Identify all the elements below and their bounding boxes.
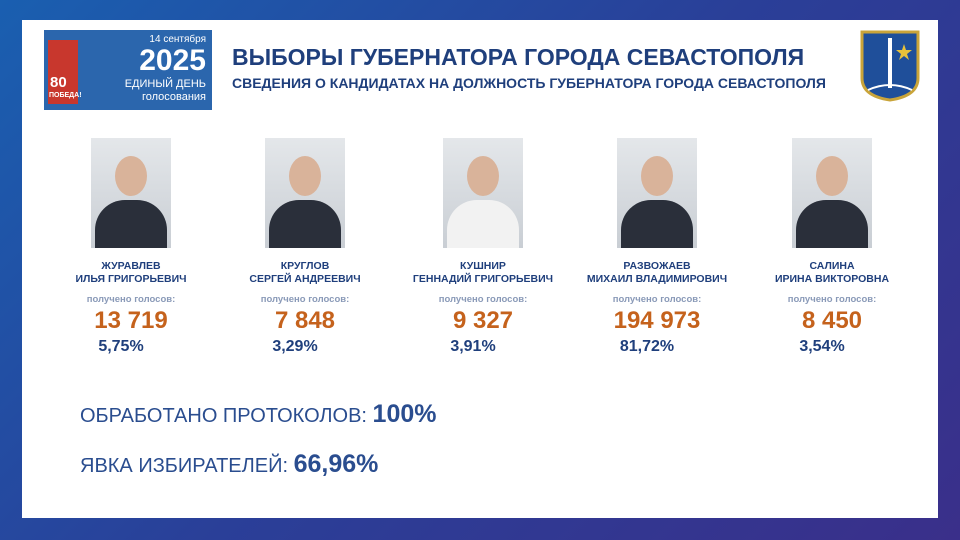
logo-line: ЕДИНЫЙ ДЕНЬ [124,78,206,90]
candidate-surname: КУШНИР [460,260,506,272]
votes-label: получено голосов: [612,294,702,305]
candidate-name: СЕРГЕЙ АНДРЕЕВИЧ [249,273,361,285]
photo-body [95,200,167,248]
percent: 81,72% [619,338,675,355]
summary-label: ОБРАБОТАНО ПРОТОКОЛОВ: [80,405,367,427]
votes: 8 450 [801,307,863,334]
candidate: САЛИНА ИРИНА ВИКТОРОВНА получено голосов: 8… [747,138,917,368]
votes: 194 973 [613,307,701,334]
candidate-photo [617,138,697,248]
summary-value: 66,96% [293,450,379,478]
votes-label: получено голосов: [438,294,528,305]
candidate-surname: КРУГЛОВ [280,260,330,272]
badge [48,40,78,104]
badge-number: 80 [50,74,67,91]
candidate-photo [792,138,872,248]
candidate-photo [91,138,171,248]
percent: 5,75% [98,338,144,355]
summary-label: ЯВКА ИЗБИРАТЕЛЕЙ: [80,455,289,477]
votes-label: получено голосов: [260,294,350,305]
logo-year: 2025 [139,44,206,77]
photo-head [641,156,673,196]
photo-body [796,200,868,248]
logo-line: голосования [141,91,206,103]
subtitle: СВЕДЕНИЯ О КАНДИДАТАХ НА ДОЛЖНОСТЬ ГУБЕР… [232,75,826,91]
photo-body [447,200,519,248]
candidate-name: МИХАИЛ ВЛАДИМИРОВИЧ [586,273,728,285]
candidate: КРУГЛОВ СЕРГЕЙ АНДРЕЕВИЧ получено голосов:… [220,138,390,368]
badge-text: ПОБЕДА! [49,92,82,99]
candidate: РАЗВОЖАЕВ МИХАИЛ ВЛАДИМИРОВИЧ получено гол… [572,138,742,368]
votes-label: получено голосов: [86,294,176,305]
photo-head [289,156,321,196]
photo-body [621,200,693,248]
candidate-surname: САЛИНА [809,260,855,272]
panel: 80 ПОБЕДА! 14 сентября 2025 ЕДИНЫЙ ДЕНЬ … [22,20,938,518]
summary-value: 100% [372,400,437,428]
title: ВЫБОРЫ ГУБЕРНАТОРА ГОРОДА СЕВАСТОПОЛЯ [232,44,805,70]
photo-head [816,156,848,196]
percent: 3,29% [272,338,318,355]
candidate-photo [265,138,345,248]
summary-row: ЯВКА ИЗБИРАТЕЛЕЙ: 66,96% [80,450,378,479]
candidate-name: ГЕННАДИЙ ГРИГОРЬЕВИЧ [412,273,554,285]
candidate: КУШНИР ГЕННАДИЙ ГРИГОРЬЕВИЧ получено голос… [398,138,568,368]
votes: 9 327 [452,307,514,334]
photo-head [467,156,499,196]
percent: 3,91% [450,338,496,355]
candidate-name: ИЛЬЯ ГРИГОРЬЕВИЧ [75,273,187,285]
candidate: ЖУРАВЛЕВ ИЛЬЯ ГРИГОРЬЕВИЧ получено голосов… [46,138,216,368]
logo: 80 ПОБЕДА! 14 сентября 2025 ЕДИНЫЙ ДЕНЬ … [44,30,212,110]
percent: 3,54% [799,338,845,355]
coat-of-arms [860,30,920,102]
candidate-surname: РАЗВОЖАЕВ [623,260,691,272]
candidate-photo [443,138,523,248]
candidate-surname: ЖУРАВЛЕВ [101,260,161,272]
photo-head [115,156,147,196]
summary-row: ОБРАБОТАНО ПРОТОКОЛОВ: 100% [80,400,437,429]
votes: 13 719 [94,307,168,334]
logo-date: 14 сентября [149,34,206,45]
votes: 7 848 [274,307,336,334]
candidate-name: ИРИНА ВИКТОРОВНА [774,273,890,285]
votes-label: получено голосов: [787,294,877,305]
photo-body [269,200,341,248]
